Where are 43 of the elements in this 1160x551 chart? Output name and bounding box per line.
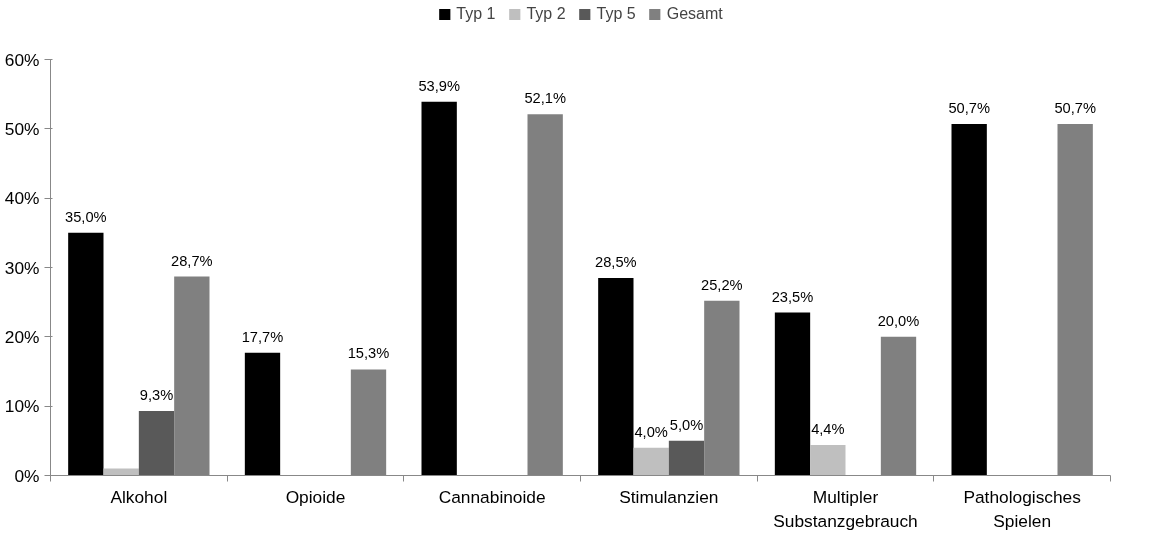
data-label: 23,5% xyxy=(771,288,814,305)
legend-label: Gesamt xyxy=(666,5,723,23)
bar xyxy=(951,124,987,476)
bar xyxy=(244,352,281,476)
data-label: 28,7% xyxy=(171,252,213,269)
y-tick-label: 0% xyxy=(14,465,40,486)
data-label: 15,3% xyxy=(347,345,390,362)
data-label: 5,0% xyxy=(669,416,704,433)
x-tick-label: Alkohol xyxy=(110,486,168,507)
x-tick-label: Pathologisches Spielen xyxy=(963,486,1082,531)
x-tick-label: Cannabinoide xyxy=(438,486,546,507)
data-label: 20,0% xyxy=(877,312,920,329)
y-tick-label: 20% xyxy=(4,326,40,347)
bar xyxy=(774,312,811,476)
bar xyxy=(810,445,846,476)
data-label: 35,0% xyxy=(65,208,107,225)
x-tick-label: Opioide xyxy=(285,486,346,507)
legend-label: Typ 5 xyxy=(596,5,636,23)
y-tick-label: 60% xyxy=(4,49,40,70)
data-label: 28,5% xyxy=(595,253,637,270)
x-tick-label: Stimulanzien xyxy=(619,486,719,507)
y-tick-label: 50% xyxy=(4,118,40,139)
bar xyxy=(668,440,705,476)
data-label: 50,7% xyxy=(1054,100,1096,117)
data-label: 50,7% xyxy=(948,100,990,117)
bar xyxy=(598,277,634,476)
y-tick-label: 30% xyxy=(4,257,40,278)
legend-label: Typ 2 xyxy=(526,5,566,23)
y-tick-label: 40% xyxy=(4,188,40,209)
data-label: 4,0% xyxy=(634,423,668,440)
bar xyxy=(421,101,457,476)
y-tick-label: 10% xyxy=(4,396,40,417)
data-label: 53,9% xyxy=(418,77,460,94)
data-label: 4,4% xyxy=(811,421,845,437)
data-label: 25,2% xyxy=(701,276,743,293)
bar xyxy=(633,447,669,476)
data-label: 17,7% xyxy=(241,328,284,345)
bar xyxy=(68,232,104,476)
bar xyxy=(138,411,175,476)
legend-label: Typ 1 xyxy=(456,5,496,23)
data-label: 9,3% xyxy=(139,387,174,404)
data-label: 52,1% xyxy=(524,90,566,107)
x-tick-label: Multipler Substanzgebrauch xyxy=(773,486,918,531)
